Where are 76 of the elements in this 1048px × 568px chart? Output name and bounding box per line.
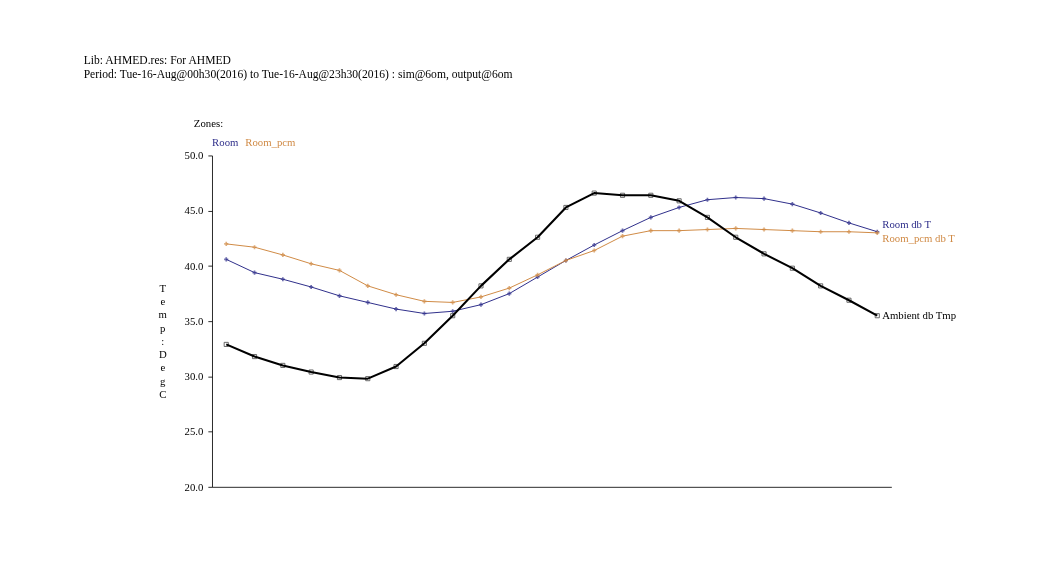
point	[507, 286, 512, 291]
point	[365, 300, 370, 305]
point	[846, 220, 852, 225]
y-tick-label: 50.0	[184, 149, 204, 162]
point	[761, 227, 767, 232]
point	[733, 226, 738, 231]
point	[648, 192, 654, 198]
point	[648, 228, 653, 233]
y-tick-label: 40.0	[184, 259, 204, 272]
point	[592, 248, 597, 253]
point	[818, 229, 823, 234]
text: Room	[212, 135, 240, 148]
point	[223, 341, 229, 347]
text: Temp: DegC	[158, 281, 167, 400]
point	[309, 284, 314, 290]
series-label: Ambient db Tmp	[882, 309, 957, 322]
point	[648, 215, 653, 220]
point	[789, 265, 795, 271]
point	[309, 261, 314, 266]
point	[733, 234, 739, 240]
point	[450, 300, 455, 305]
point	[761, 196, 767, 201]
point	[224, 241, 229, 246]
point	[818, 283, 824, 289]
point	[506, 256, 512, 262]
series-label: Room_pcm db T	[882, 231, 956, 244]
point	[704, 214, 710, 220]
point	[393, 364, 399, 369]
point	[676, 198, 682, 204]
point	[224, 257, 229, 262]
point	[450, 309, 455, 314]
point	[394, 292, 399, 297]
chart-subtitle: Period: Tue-16-Aug@00h30(2016) to Tue-16-Aug@23h30(2016) : sim@6om, output@6om	[83, 68, 513, 82]
line-series	[223, 190, 880, 382]
point	[280, 252, 285, 258]
point	[365, 283, 370, 288]
point	[252, 245, 257, 250]
y-tick-label: 20.0	[184, 480, 204, 493]
point	[280, 362, 286, 368]
point	[478, 302, 484, 307]
point	[280, 277, 285, 282]
point	[421, 340, 427, 346]
series-label: Room db T	[882, 217, 932, 230]
point	[874, 313, 880, 319]
y-tick-label: 25.0	[184, 425, 204, 438]
point	[846, 229, 852, 234]
point	[818, 210, 823, 216]
legend-title: Zones:	[193, 117, 224, 130]
point	[677, 205, 682, 210]
point	[620, 192, 626, 198]
point	[535, 234, 541, 240]
point	[620, 234, 625, 239]
chart-title: Lib: AHMED.res: For AHMED	[83, 54, 231, 68]
point	[394, 307, 399, 312]
point	[846, 297, 852, 303]
point	[336, 375, 342, 381]
point	[365, 376, 371, 382]
point	[733, 195, 738, 200]
point	[308, 369, 314, 375]
point	[252, 354, 258, 360]
point	[761, 251, 767, 257]
point	[478, 283, 484, 289]
point	[592, 242, 597, 248]
y-tick-label: 30.0	[184, 370, 204, 383]
point	[790, 202, 795, 207]
point	[705, 197, 710, 202]
point	[507, 291, 512, 296]
point	[563, 204, 569, 210]
point	[591, 190, 597, 196]
y-tick-label: 35.0	[184, 314, 204, 327]
y-tick-label: 45.0	[184, 204, 204, 217]
point	[677, 228, 682, 233]
point	[337, 293, 342, 298]
point	[478, 294, 484, 299]
point	[450, 313, 456, 319]
text: Room_pcm	[245, 135, 297, 148]
